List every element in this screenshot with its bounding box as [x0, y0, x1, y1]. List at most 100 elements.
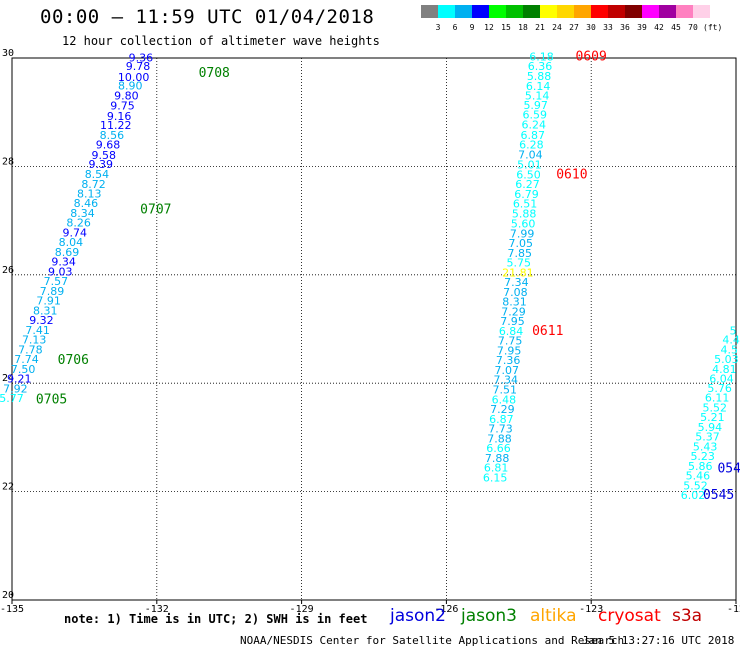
- swh-value: 6.50: [516, 168, 541, 181]
- satellite-label-altika: altika: [530, 606, 577, 626]
- legend-swatch: [574, 5, 591, 18]
- generated-timestamp: Jan 5 13:27:16 UTC 2018: [582, 634, 735, 647]
- y-tick-label: 24: [2, 373, 14, 384]
- legend-label: 6: [452, 23, 458, 32]
- legend-label: 18: [518, 23, 528, 32]
- swh-value: 7.88: [487, 432, 512, 445]
- swh-value: 9.58: [91, 149, 116, 162]
- swh-value: 9.16: [107, 110, 132, 123]
- x-tick-label: -129: [290, 604, 314, 615]
- swh-value: 5.88: [512, 207, 537, 220]
- swh-value: 6.24: [522, 118, 547, 131]
- legend-swatch: [523, 5, 540, 18]
- swh-value: 7.08: [503, 286, 528, 299]
- swh-value: 9.32: [29, 314, 54, 327]
- x-tick-label: -132: [145, 604, 169, 615]
- legend-swatch: [557, 5, 574, 18]
- swh-value: 5.01: [517, 159, 542, 172]
- x-tick-label: -135: [0, 604, 24, 615]
- legend-label: 9: [469, 23, 475, 32]
- swh-value: 9.75: [110, 99, 135, 112]
- y-tick-label: 28: [2, 156, 14, 167]
- time-label: 0705: [36, 392, 67, 407]
- swh-value: 7.51: [493, 383, 518, 396]
- swh-value: 6.14: [526, 80, 551, 93]
- swh-value: 5.94: [698, 421, 723, 434]
- x-tick-label: -123: [579, 604, 603, 615]
- x-tick-label: -126: [434, 604, 458, 615]
- swh-value: 8.34: [70, 207, 95, 220]
- legend-unit: (ft): [703, 23, 723, 32]
- swh-value: 4.5: [720, 343, 738, 356]
- y-tick-label: 30: [2, 48, 14, 59]
- legend-swatch: [540, 5, 557, 18]
- swh-value: 9.34: [51, 256, 76, 269]
- legend-label: 36: [620, 23, 630, 32]
- legend-label: 33: [603, 23, 613, 32]
- x-tick-label: -12: [727, 604, 740, 615]
- swh-value: 8.46: [74, 197, 99, 210]
- swh-value: 5.43: [693, 440, 718, 453]
- swh-value: 21.81: [502, 266, 534, 279]
- legend-swatch: [608, 5, 625, 18]
- swh-value: 5.21: [700, 411, 725, 424]
- swh-value: 7.89: [40, 285, 65, 298]
- legend-swatch: [472, 5, 489, 18]
- legend-label: 15: [501, 23, 511, 32]
- swh-value: 7.41: [25, 324, 50, 337]
- swh-value: 5.23: [690, 450, 715, 463]
- legend-label: 45: [671, 23, 681, 32]
- swh-value: 4.4: [722, 334, 740, 347]
- swh-value: 6.59: [522, 109, 547, 122]
- swh-value: 6.79: [514, 188, 539, 201]
- legend-label: 30: [586, 23, 596, 32]
- time-label: 0609: [576, 50, 607, 65]
- swh-value: 9.78: [126, 60, 151, 73]
- swh-value: 5.88: [527, 70, 552, 83]
- time-label: 0611: [532, 324, 563, 339]
- swh-value: 7.88: [485, 452, 510, 465]
- swh-value: 5.52: [703, 401, 728, 414]
- swh-value: 7.91: [36, 295, 61, 308]
- swh-value: 8.04: [59, 236, 84, 249]
- swh-value: 8.13: [77, 187, 102, 200]
- swh-value: 7.73: [488, 423, 513, 436]
- swh-value: 5.46: [686, 470, 711, 483]
- legend-swatch: [506, 5, 523, 18]
- swh-value: 5.77: [0, 392, 24, 405]
- swh-value: 7.50: [11, 363, 36, 376]
- swh-value: 9.39: [89, 158, 114, 171]
- legend-label: 27: [569, 23, 579, 32]
- swh-value: 5.75: [507, 257, 532, 270]
- swh-value: 9.68: [96, 139, 121, 152]
- legend-swatch: [455, 5, 472, 18]
- swh-value: 7.29: [501, 305, 526, 318]
- legend-swatch: [625, 5, 642, 18]
- swh-value: 7.05: [508, 237, 533, 250]
- swh-value: 7.13: [22, 334, 47, 347]
- time-label: 0545: [703, 488, 734, 503]
- swh-value: 7.36: [496, 354, 521, 367]
- swh-value: 5.76: [707, 382, 732, 395]
- swh-value: 6.51: [513, 198, 538, 211]
- time-label: 0708: [199, 66, 230, 81]
- swh-value: 5.52: [683, 479, 708, 492]
- satellite-label-jason3: jason3: [461, 606, 517, 626]
- y-tick-label: 22: [2, 482, 14, 493]
- swh-value: 6.66: [486, 442, 511, 455]
- legend-swatch: [676, 5, 693, 18]
- satellite-label-cryosat: cryosat: [598, 606, 661, 626]
- legend-swatch: [421, 5, 438, 18]
- swh-value: 7.74: [14, 353, 39, 366]
- swh-value: 6.48: [492, 393, 517, 406]
- chart-subtitle: 12 hour collection of altimeter wave hei…: [62, 34, 380, 48]
- swh-value: 6.27: [515, 178, 540, 191]
- swh-value: 6.15: [483, 471, 508, 484]
- legend-swatch: [489, 5, 506, 18]
- swh-value: 8.54: [85, 168, 110, 181]
- swh-value: 6.11: [705, 392, 730, 405]
- swh-value: 5.14: [525, 90, 550, 103]
- swh-value: 5.86: [688, 460, 713, 473]
- satellite-label-s3a: s3a: [672, 606, 703, 626]
- legend-swatch: [642, 5, 659, 18]
